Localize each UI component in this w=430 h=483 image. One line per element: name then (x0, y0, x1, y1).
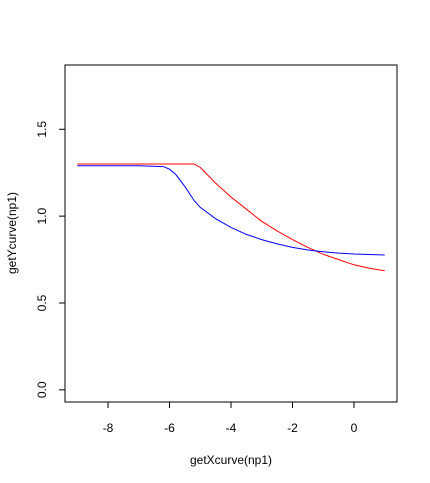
series-layer (77, 163, 385, 272)
y-axis: 0.0 0.5 1.0 1.5 (35, 121, 66, 398)
x-axis: -8 -6 -4 -2 0 (103, 401, 358, 435)
y-tick-label: 0.0 (35, 381, 49, 398)
series-line-2 (77, 165, 385, 256)
y-axis-label: getYcurve(np1) (5, 192, 19, 274)
x-tick-label: 0 (351, 421, 358, 435)
x-tick-label: -8 (103, 421, 114, 435)
x-tick-label: -6 (164, 421, 175, 435)
y-tick-label: 0.5 (35, 294, 49, 311)
plot-box (64, 64, 398, 403)
x-tick-label: -4 (226, 421, 237, 435)
x-axis-label: getXcurve(np1) (190, 453, 272, 467)
x-tick-label: -2 (287, 421, 298, 435)
y-tick-label: 1.0 (35, 207, 49, 224)
series-line-1 (77, 163, 385, 272)
y-tick-label: 1.5 (35, 121, 49, 138)
